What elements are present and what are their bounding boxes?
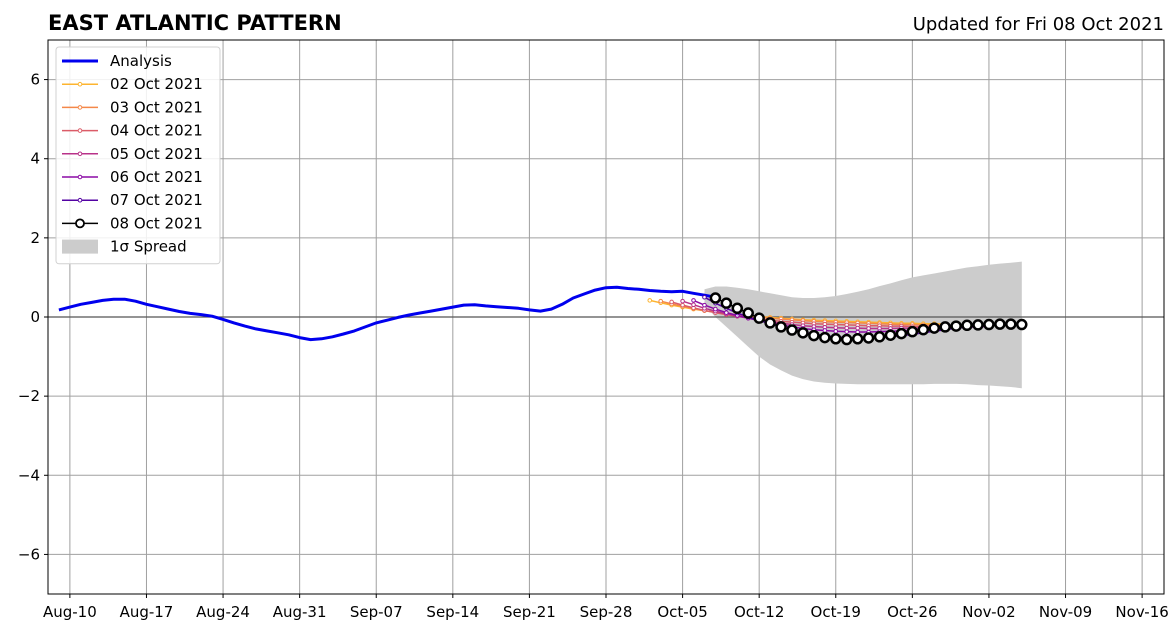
forecast-point [775, 321, 787, 333]
y-tick-label: 4 [30, 150, 40, 168]
x-tick-label: Sep-21 [503, 603, 556, 621]
legend-label: Analysis [110, 52, 172, 70]
forecast-point [764, 317, 776, 329]
y-tick-label: −6 [18, 545, 40, 563]
forecast-point [819, 331, 831, 344]
forecast-point [822, 328, 828, 333]
forecast-point [866, 326, 871, 331]
forecast-point [724, 310, 729, 315]
forecast-point [731, 302, 744, 315]
forecast-point [939, 321, 951, 333]
forecast-point [994, 318, 1006, 330]
forecast-layer [647, 292, 1028, 346]
x-tick-label: Nov-09 [1039, 603, 1092, 621]
forecast-point [950, 320, 962, 332]
analysis-line [58, 285, 716, 342]
forecast-point [840, 333, 853, 346]
chart-subtitle: Updated for Fri 08 Oct 2021 [913, 14, 1164, 35]
x-tick-label: Aug-24 [196, 603, 250, 621]
legend-label: 08 Oct 2021 [110, 214, 203, 232]
forecast-point [862, 332, 875, 344]
forecast-point [844, 325, 850, 331]
x-tick-label: Nov-02 [962, 603, 1015, 621]
y-tick-label: −2 [18, 387, 40, 405]
legend-label: 05 Oct 2021 [110, 145, 203, 163]
legend-marker [75, 218, 85, 229]
forecast-point [1005, 318, 1017, 330]
forecast-point [873, 331, 886, 343]
forecast-point [961, 319, 973, 332]
x-tick-label: Sep-07 [350, 603, 403, 621]
chart-title: EAST ATLANTIC PATTERN [48, 11, 342, 35]
forecast-point [702, 302, 707, 308]
x-tick-label: Oct-05 [657, 603, 707, 621]
x-tick-label: Aug-31 [273, 603, 327, 621]
forecast-point [680, 302, 685, 308]
legend-swatch-spread [62, 239, 98, 254]
x-tick-label: Oct-26 [887, 603, 937, 621]
forecast-point [713, 306, 718, 312]
legend-label: 07 Oct 2021 [110, 191, 203, 209]
y-tick-label: 0 [30, 308, 40, 326]
x-tick-label: Aug-10 [43, 603, 97, 621]
x-tick-label: Oct-12 [734, 603, 784, 621]
y-tick-label: 6 [30, 71, 40, 89]
forecast-point [972, 319, 984, 331]
legend-marker [77, 197, 83, 203]
forecast-point [647, 298, 653, 303]
legend: Analysis 02 Oct 2021 03 Oct 2021 04 Oct 202… [55, 46, 221, 265]
forecast-point [928, 322, 940, 334]
analysis-layer [58, 285, 716, 342]
legend-label: 06 Oct 2021 [110, 168, 203, 186]
forecast-point [742, 307, 754, 319]
forecast-point [855, 325, 860, 331]
x-tick-label: Sep-28 [580, 603, 633, 621]
legend-marker [77, 151, 83, 157]
forecast-point [691, 298, 696, 303]
forecast-point [833, 328, 839, 334]
legend-marker [77, 105, 83, 110]
forecast-point [851, 333, 864, 345]
legend-marker [77, 81, 83, 87]
legend-label: 02 Oct 2021 [110, 75, 203, 93]
x-tick-label: Nov-16 [1115, 603, 1168, 621]
forecast-point [691, 302, 696, 308]
y-tick-label: 2 [30, 229, 40, 247]
forecast-point [983, 318, 995, 331]
legend-box [55, 46, 221, 265]
forecast-point [658, 298, 664, 304]
forecast-point [720, 297, 733, 309]
forecast-line [671, 301, 968, 328]
forecast-point [895, 327, 908, 340]
legend-label: 04 Oct 2021 [110, 122, 203, 140]
forecast-point [917, 323, 930, 336]
forecast-point [1016, 318, 1028, 331]
forecast-point [906, 325, 919, 338]
x-tick-label: Aug-17 [120, 603, 174, 621]
forecast-point [669, 299, 674, 305]
forecast-point [884, 329, 897, 341]
forecast-point [702, 294, 707, 300]
forecast-point [786, 324, 798, 336]
legend-marker [77, 174, 83, 180]
forecast-point [709, 292, 722, 304]
legend-label: 03 Oct 2021 [110, 98, 203, 116]
legend-label: 1σ Spread [110, 238, 187, 256]
legend-marker [77, 128, 83, 133]
ticks-layer: Aug-10 Aug-17 Aug-24 Aug-31 Sep-07 Sep-14 Sep-… [18, 71, 1169, 621]
forecast-point [680, 298, 685, 304]
forecast-point [833, 325, 839, 330]
y-tick-label: −4 [18, 466, 40, 484]
forecast-point [753, 312, 765, 324]
forecast-point [808, 329, 820, 342]
x-tick-label: Sep-14 [426, 603, 479, 621]
forecast-point [797, 327, 809, 339]
forecast-point [830, 333, 842, 345]
forecast-point [844, 329, 850, 334]
x-tick-label: Oct-19 [811, 603, 861, 621]
